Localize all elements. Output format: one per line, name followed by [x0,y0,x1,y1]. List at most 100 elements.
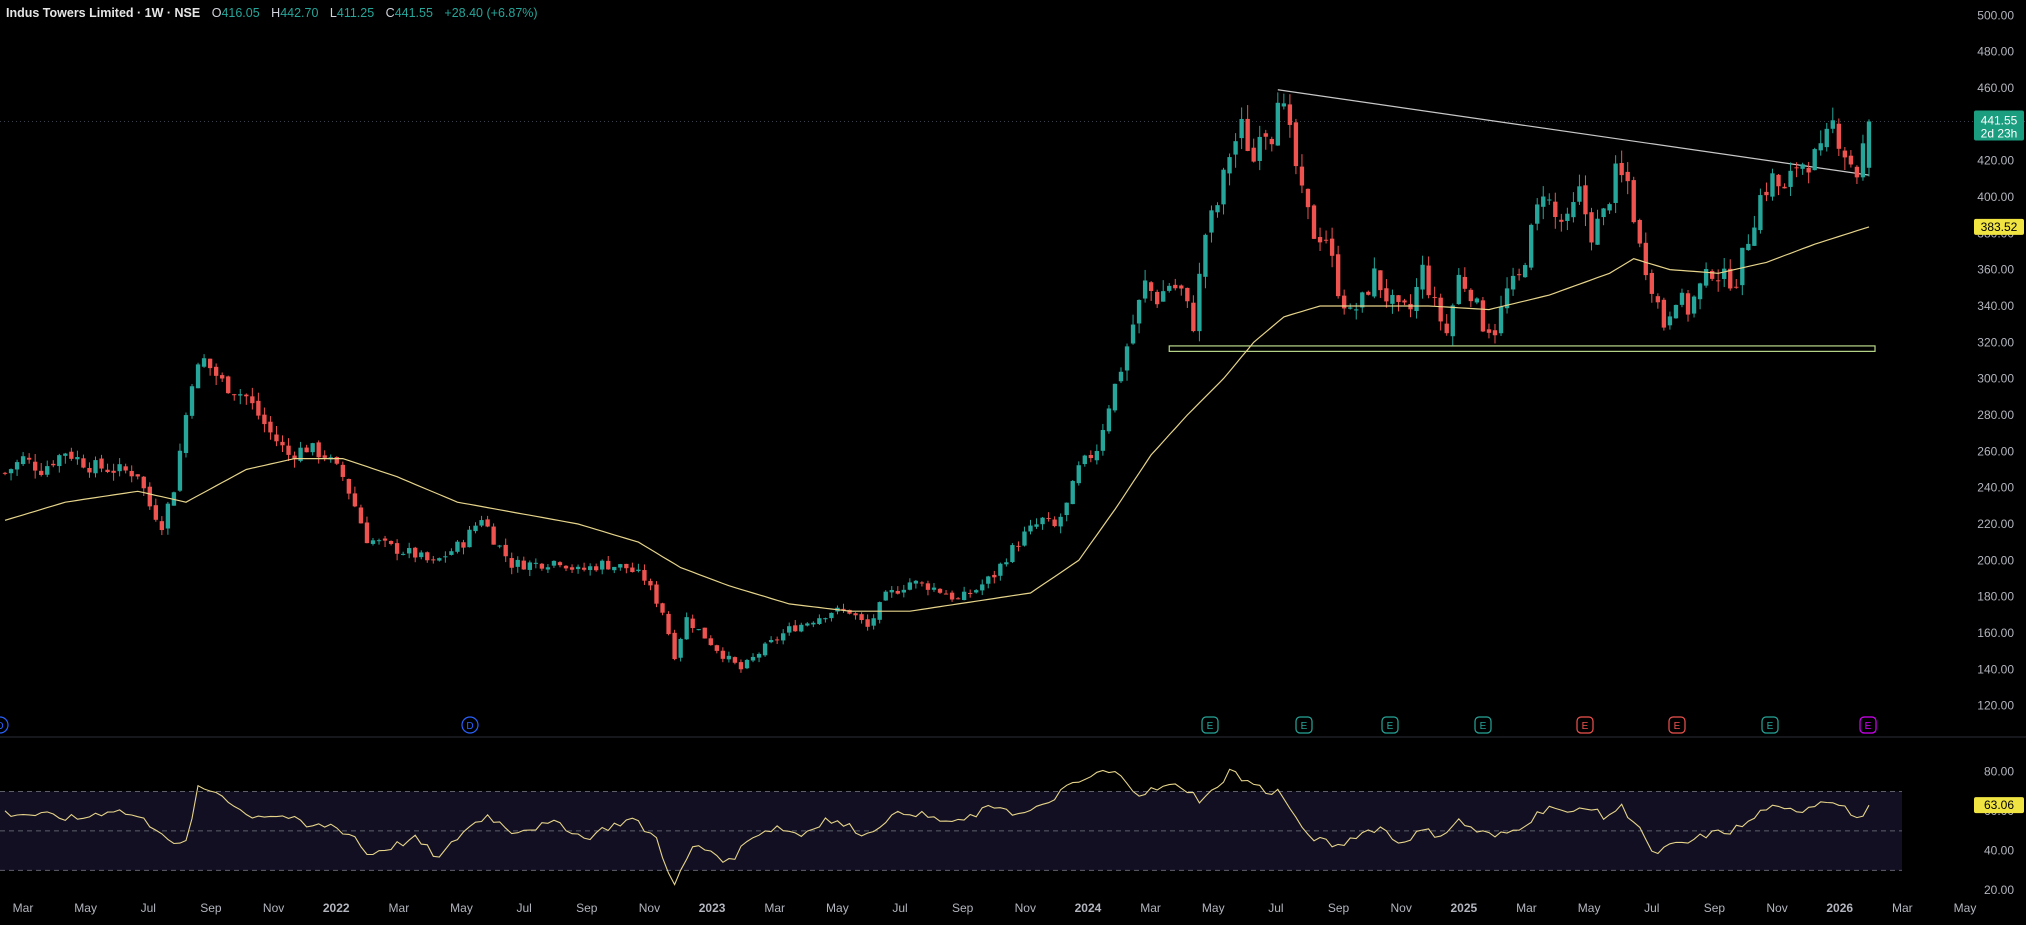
dividend-marker [0,716,9,734]
candle-body [461,542,466,548]
candle-body [213,366,219,376]
candle-body [732,657,738,663]
candle-body [1348,307,1353,309]
candle-body [594,566,599,571]
candle-body [563,565,569,569]
price-tick-label: 400.00 [1977,190,2014,204]
candle-body [1758,195,1763,231]
candle-body [1565,213,1570,222]
candle-body [1010,545,1015,562]
candle-body [762,643,768,656]
price-tick-label: 160.00 [1977,626,2014,640]
candle-body [690,618,695,629]
time-tick-label: Mar [1516,901,1537,915]
candle-body [57,455,62,467]
open-key: O [211,6,222,20]
candle-body [467,529,472,548]
candle-body [1329,238,1335,256]
candle-body [684,617,689,640]
event-marker-label: E [1674,721,1681,732]
candle-body [1830,120,1835,129]
candle-body [1426,265,1431,296]
candle-body [1788,170,1793,187]
candle-body [1734,286,1739,288]
event-markers[interactable]: DDEEEEEEEE [0,716,1877,734]
candle-body [1535,204,1540,224]
candle-body [346,478,352,494]
symbol-title[interactable]: Indus Towers Limited · 1W · NSE [6,6,201,20]
resistance-trendline [1277,89,1870,176]
candle-body [1106,408,1112,432]
candle-body [322,455,327,458]
candle-body [1728,268,1733,289]
candle-body [1444,323,1449,334]
candle-body [1498,306,1504,334]
candle-body [256,400,261,416]
candle-body [352,493,358,507]
candle-body [1553,201,1558,218]
symbol-legend: Indus Towers Limited · 1W · NSE O416.05 … [6,6,538,20]
candle-body [1770,173,1775,197]
candle-body [449,551,454,555]
low-key: L [329,6,337,20]
candle-body [1046,518,1051,520]
candle-body [63,453,68,456]
candle-body [980,584,985,591]
candle-body [1697,283,1703,300]
candle-body [895,590,900,594]
candle-body [425,552,430,561]
ma-value-text: 383.52 [1981,220,2018,234]
candle-body [1396,295,1401,302]
price-tick-label: 360.00 [1977,263,2014,277]
candle-body [660,603,665,613]
candle-body [1281,103,1287,107]
candle-body [33,461,38,471]
candle-body [1263,133,1268,137]
candle-body [334,457,339,464]
candle-body [1227,157,1232,174]
candle-body [232,394,237,396]
candle-body [388,540,394,544]
event-marker-label: E [1865,721,1872,732]
time-axis[interactable]: Mar May Jul Sep Nov 2022 Mar May Jul Sep Nov 2023 Ma… [13,901,1977,915]
candle-body [1215,205,1220,213]
time-tick-label: May [1578,901,1601,915]
candle-body [527,562,532,570]
candle-body [123,466,128,471]
candle-body [557,562,563,566]
candle-body [479,520,484,526]
candle-body [1782,186,1787,189]
candle-body [1366,291,1371,295]
candle-body [805,623,810,626]
candle-body [437,558,442,561]
candle-body [949,592,955,600]
candle-body [998,563,1003,576]
candle-body [455,541,460,552]
price-tick-label: 480.00 [1977,45,2014,59]
candle-body [1251,147,1256,162]
candle-body [696,629,701,631]
candle-body [1124,346,1130,371]
candle-body [575,566,581,570]
candle-body [1752,227,1757,246]
candle-body [1311,205,1317,239]
candle-body [358,507,364,524]
candle-body [292,455,297,460]
time-tick-label: 2025 [1450,901,1477,915]
candle-body [1510,275,1516,290]
candle-body [1432,297,1437,299]
event-marker-label: E [1480,721,1487,732]
candle-body [1076,465,1081,484]
candle-body [226,376,231,394]
candle-body [87,467,92,473]
candle-body [726,655,732,660]
candle-body [672,632,677,660]
time-tick-label: Jul [516,901,531,915]
candle-body [1577,186,1582,202]
time-tick-label: 2023 [699,901,726,915]
candle-body [503,544,508,557]
candle-body [1516,274,1522,276]
candle-body [1070,481,1075,505]
